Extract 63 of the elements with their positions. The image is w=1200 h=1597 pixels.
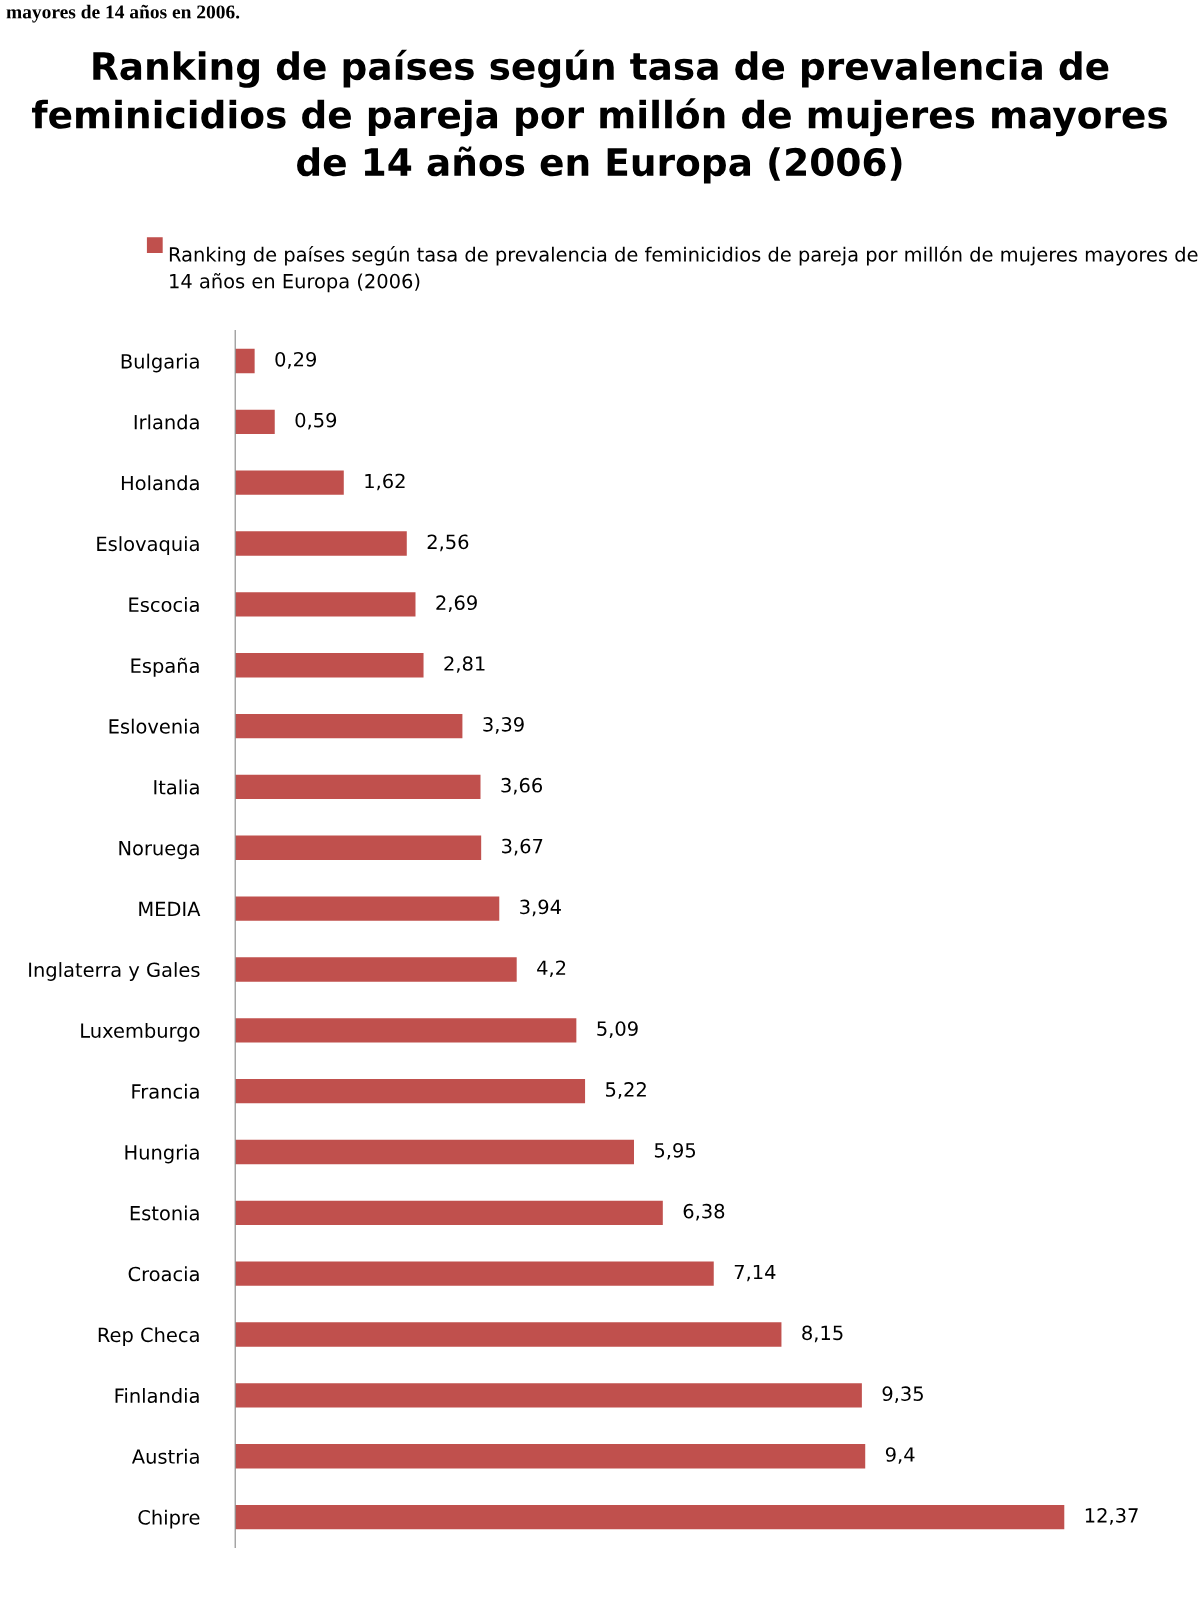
data-label: 2,56	[427, 534, 469, 552]
bar	[235, 592, 416, 617]
y-tick-label: Eslovaquia	[97, 536, 199, 555]
y-tick-label: Bulgaria	[121, 353, 199, 373]
bar	[235, 470, 344, 495]
bar	[235, 653, 424, 678]
bar	[235, 713, 463, 739]
legend-label: Ranking de países según tasa de prevalencia de feminicidios de pareja por millón de mujeres mayores de 14 años en Europa (2006)	[169, 245, 1198, 293]
data-label: 5,95	[654, 1142, 696, 1160]
y-tick-label: Italia	[154, 779, 199, 795]
data-label: 7,14	[734, 1264, 776, 1282]
data-label: 12,37	[1085, 1508, 1138, 1525]
bar	[235, 1322, 782, 1347]
data-label: 3,39	[483, 717, 524, 734]
bar	[235, 774, 481, 800]
data-label: 4,2	[537, 960, 566, 978]
y-tick-label: Luxemburgo	[81, 1022, 200, 1042]
y-tick-label: Estonia	[130, 1205, 199, 1221]
data-label: 5,22	[606, 1082, 646, 1099]
bar	[235, 1383, 862, 1408]
bar	[235, 1261, 714, 1286]
y-tick-label: Finlandia	[115, 1387, 199, 1404]
y-tick-label: Chipre	[138, 1509, 200, 1529]
y-tick-label: Hungria	[125, 1144, 199, 1164]
data-label: 2,81	[444, 656, 485, 673]
y-tick-label: MEDIA	[139, 901, 201, 916]
y-tick-label: España	[131, 657, 199, 677]
bar	[235, 1444, 866, 1469]
bar	[235, 409, 275, 435]
data-label: 6,38	[683, 1203, 725, 1221]
y-tick-label: Francia	[132, 1083, 199, 1099]
data-label: 1,62	[365, 473, 405, 491]
y-tick-label: Eslovenia	[109, 718, 199, 734]
bar	[235, 896, 500, 921]
bar	[235, 348, 255, 374]
data-label: 5,09	[597, 1021, 638, 1038]
y-tick-label: Irlanda	[134, 414, 199, 430]
bar	[235, 1200, 663, 1226]
bar	[235, 1078, 586, 1104]
data-label: 3,67	[502, 838, 543, 856]
bar	[235, 1018, 577, 1043]
data-label: 0,29	[275, 351, 317, 369]
y-tick-label: Noruega	[119, 840, 199, 860]
data-label: 3,94	[520, 899, 561, 917]
y-tick-label: Escocia	[129, 597, 199, 613]
bar	[235, 835, 482, 860]
y-tick-label: Holanda	[121, 475, 199, 491]
y-tick-label: Rep Checa	[98, 1327, 199, 1346]
y-tick-label: Austria	[131, 1448, 199, 1464]
data-label: 3,66	[501, 777, 543, 795]
bar	[235, 531, 407, 556]
y-tick-label: Inglaterra y Gales	[29, 962, 200, 981]
bar	[235, 1504, 1065, 1530]
text: mayores de 14 años en 2006.	[6, 4, 240, 23]
data-label: 2,69	[436, 595, 477, 613]
data-label: 9,35	[882, 1386, 923, 1403]
bar	[235, 957, 517, 982]
chart-title: Ranking de países según tasa de prevalencia de feminicidios de pareja por millón de mujeres mayores de 14 años en Europa (2006)	[31, 49, 1167, 184]
data-label: 8,15	[802, 1325, 843, 1343]
bar	[235, 1139, 634, 1165]
y-tick-label: Croacia	[128, 1266, 199, 1282]
data-label: 0,59	[295, 412, 337, 430]
data-label: 9,4	[885, 1447, 915, 1464]
